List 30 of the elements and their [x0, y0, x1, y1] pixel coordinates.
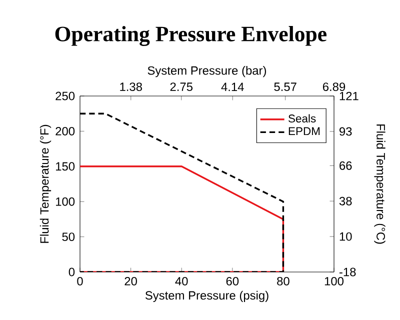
y-tick-label: 0 [68, 268, 75, 276]
x2-tick-label: 4.14 [221, 82, 244, 92]
x2-tick-label: 5.57 [274, 82, 296, 92]
y2-tick-label: 93 [340, 127, 352, 136]
y2-tick-label: 66 [340, 161, 352, 170]
x2-tick-label: 2.75 [170, 82, 193, 92]
y-tick-label: 150 [56, 162, 75, 171]
x-tick-label: 80 [277, 276, 290, 286]
x-axis-title: System Pressure (psig) [145, 290, 268, 302]
x2-tick-label: 1.38 [120, 82, 142, 92]
y-tick-label: 200 [56, 126, 75, 136]
x-tick-label: 40 [175, 276, 188, 286]
legend-label: Seals [288, 114, 316, 122]
y-tick-label: 100 [56, 197, 75, 206]
y-axis-title: Fluid Temperature (°F) [40, 124, 52, 243]
x-tick-label: 100 [324, 276, 344, 286]
y-tick-label: 250 [56, 92, 75, 100]
x-tick-label: 60 [226, 276, 239, 286]
x-tick-label: 0 [77, 276, 83, 286]
x-tick-label: 20 [124, 276, 137, 286]
x2-tick-label: 6.89 [322, 82, 346, 92]
y2-axis-title: Fluid Temperature (°C) [374, 124, 386, 244]
y-tick-label: 50 [62, 232, 75, 242]
y2-tick-label: 10 [340, 232, 352, 241]
y2-tick-label: -18 [340, 268, 356, 276]
x2-axis-title: System Pressure (bar) [148, 66, 266, 78]
y2-tick-label: 38 [339, 196, 352, 206]
legend-label: EPDM [288, 127, 320, 136]
y2-tick-label: 121 [340, 92, 358, 100]
chart-title: Operating Pressure Envelope [55, 26, 326, 46]
